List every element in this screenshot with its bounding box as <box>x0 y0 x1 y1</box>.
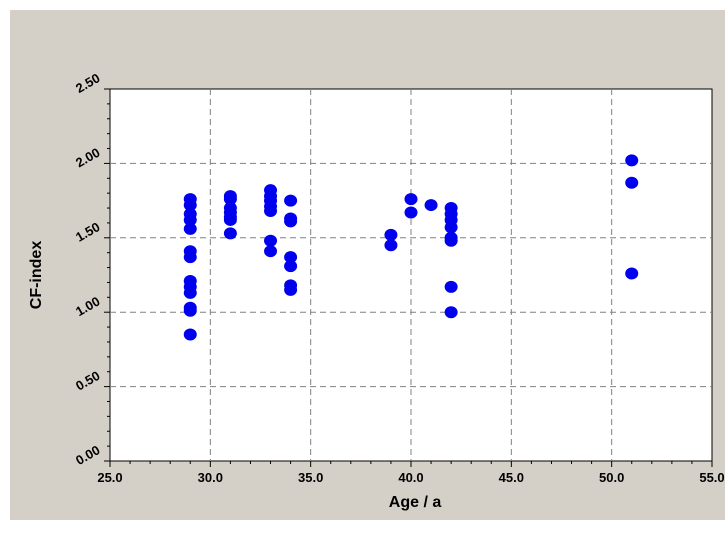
x-tick-label: 25.0 <box>97 470 122 485</box>
data-point <box>264 205 278 218</box>
scatter-plot: 25.0 30.0 35.0 40.0 45.0 50.0 55.0 0.00 0.50 1.0… <box>28 70 725 511</box>
data-point <box>183 199 197 212</box>
data-point <box>625 176 639 189</box>
x-tick-label: 45.0 <box>499 470 524 485</box>
y-tick-label: 0.00 <box>73 442 102 468</box>
data-point <box>424 199 438 212</box>
y-tick-label: 2.00 <box>73 145 102 171</box>
data-point <box>444 221 458 234</box>
y-tick-label: 2.50 <box>73 70 102 96</box>
data-point <box>404 206 418 219</box>
grid-lines <box>110 89 712 461</box>
x-tick-label: 55.0 <box>699 470 724 485</box>
data-point <box>284 194 298 207</box>
data-point <box>444 280 458 293</box>
data-point <box>384 228 398 241</box>
data-point <box>183 304 197 317</box>
x-tick-label: 50.0 <box>599 470 624 485</box>
data-point <box>444 306 458 319</box>
chart-frame: 25.0 30.0 35.0 40.0 45.0 50.0 55.0 0.00 0.50 1.0… <box>10 10 725 520</box>
data-point <box>183 222 197 235</box>
data-point <box>223 213 237 226</box>
x-tick-label: 35.0 <box>298 470 323 485</box>
data-points <box>183 154 639 341</box>
y-tick-labels: 0.00 0.50 1.00 1.50 2.00 2.50 <box>73 70 102 468</box>
x-tick-label: 30.0 <box>198 470 223 485</box>
data-point <box>625 154 639 167</box>
y-tick-label: 1.50 <box>73 219 102 245</box>
data-point <box>404 193 418 206</box>
data-point <box>284 283 298 296</box>
x-tick-labels: 25.0 30.0 35.0 40.0 45.0 50.0 55.0 <box>97 470 724 485</box>
data-point <box>284 251 298 264</box>
data-point <box>183 251 197 264</box>
x-tick-label: 40.0 <box>398 470 423 485</box>
data-point <box>284 215 298 228</box>
data-point <box>223 227 237 240</box>
data-point <box>183 213 197 226</box>
data-point <box>183 328 197 341</box>
y-tick-label: 1.00 <box>73 293 102 319</box>
data-point <box>264 234 278 247</box>
data-point <box>183 286 197 299</box>
y-axis-title: CF-index <box>28 241 45 310</box>
data-point <box>264 245 278 258</box>
data-point <box>444 234 458 247</box>
data-point <box>284 260 298 273</box>
y-tick-label: 0.50 <box>73 368 102 394</box>
x-axis-title: Age / a <box>389 494 442 511</box>
data-point <box>223 193 237 206</box>
data-point <box>384 239 398 252</box>
axis-ticks <box>104 88 713 467</box>
data-point <box>625 267 639 280</box>
